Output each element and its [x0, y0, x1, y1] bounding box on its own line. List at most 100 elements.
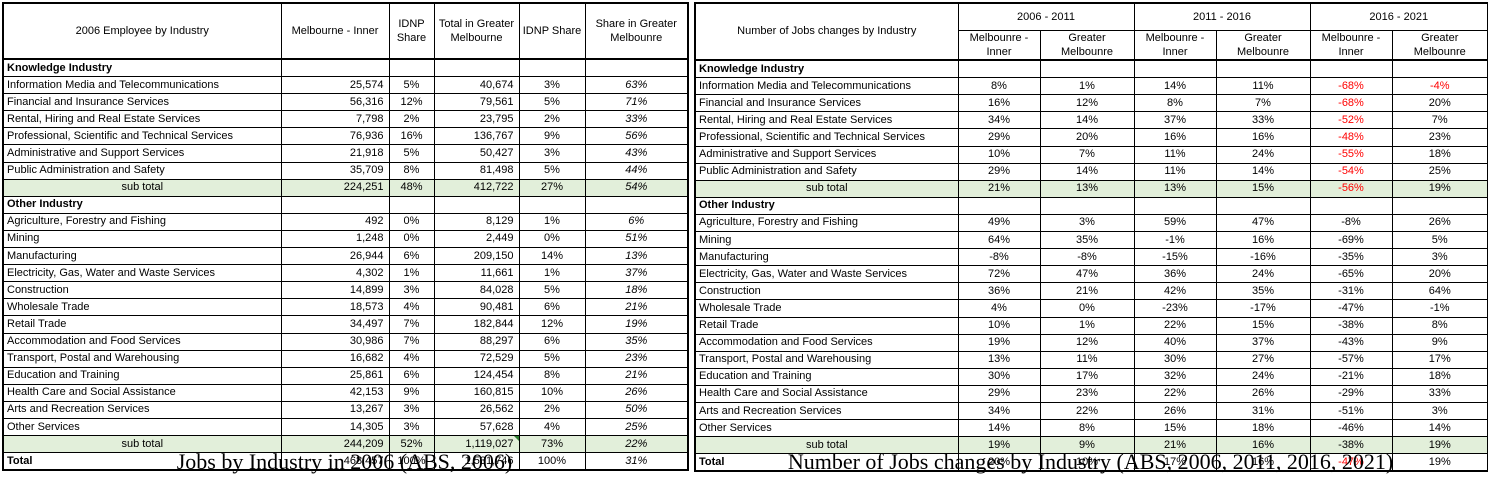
left-table-title-header: 2006 Employee by Industry: [2, 2, 282, 60]
value-cell: 50%: [584, 400, 689, 419]
value-cell: [388, 58, 435, 78]
value-cell: 79,561: [433, 93, 520, 112]
value-cell: 18,573: [280, 298, 390, 317]
value-cell: 15%: [1133, 419, 1217, 438]
value-cell: 73%: [518, 435, 586, 454]
value-cell: 9%: [1391, 333, 1488, 352]
left-table-body: Knowledge Industry Information Media and …: [2, 58, 689, 471]
value-cell: 1%: [1039, 316, 1135, 335]
industry-label: Retail Trade: [694, 316, 959, 335]
value-cell: 7%: [1039, 145, 1135, 164]
table-row: Information Media and Telecommunications…: [2, 76, 689, 95]
value-cell: -29%: [1309, 384, 1393, 403]
value-cell: -52%: [1309, 111, 1393, 130]
value-cell: 1%: [388, 264, 435, 283]
industry-label: Professional, Scientific and Technical S…: [694, 128, 959, 147]
subcolumn-header-melbourne-inner-3: Melbounre - Inner: [1309, 29, 1393, 61]
value-cell: 16%: [1215, 231, 1311, 250]
value-cell: -47%: [1309, 453, 1393, 472]
value-cell: 2%: [518, 400, 586, 419]
value-cell: -68%: [1309, 94, 1393, 113]
value-cell: 12%: [518, 315, 586, 334]
value-cell: 37%: [1215, 333, 1311, 352]
subtotal-row: sub total 224,251 48% 412,722 27% 54%: [2, 178, 689, 197]
jobs-changes-table: Number of Jobs changes by Industry 2006 …: [694, 2, 1488, 473]
industry-label: Electricity, Gas, Water and Waste Servic…: [2, 264, 282, 283]
value-cell: 8%: [1391, 316, 1488, 335]
table-row: Financial and Insurance Services 16% 12% 8%…: [694, 94, 1488, 113]
section-row: Knowledge Industry: [694, 59, 1488, 79]
value-cell: 9%: [518, 127, 586, 146]
value-cell: 11%: [1133, 162, 1217, 181]
value-cell: 13%: [1133, 179, 1217, 198]
value-cell: 50,427: [433, 144, 520, 163]
value-cell: 16%: [1133, 128, 1217, 147]
industry-label: Information Media and Telecommunications: [2, 76, 282, 95]
value-cell: 21,918: [280, 144, 390, 163]
value-cell: 3%: [388, 281, 435, 300]
industry-label: Other Services: [694, 419, 959, 438]
value-cell: 3%: [1391, 248, 1488, 267]
table-row: Agriculture, Forestry and Fishing 492 0% 8,…: [2, 212, 689, 231]
industry-label: Health Care and Social Assistance: [694, 384, 959, 403]
industry-label: Construction: [694, 282, 959, 301]
value-cell: 0%: [1039, 299, 1135, 318]
value-cell: 26%: [1215, 384, 1311, 403]
value-cell: 14,305: [280, 417, 390, 437]
value-cell: -48%: [1309, 128, 1393, 147]
industry-label: Accommodation and Food Services: [2, 332, 282, 351]
column-header-idnp-share-1: IDNP Share: [388, 2, 435, 60]
value-cell: 57,628: [433, 417, 520, 437]
industry-label: sub total: [694, 436, 959, 455]
subtotal-row: sub total 19% 9% 21% 16% -38% 19%: [694, 436, 1488, 455]
value-cell: 25,861: [280, 366, 390, 385]
table-row: Accommodation and Food Services 19% 12% 40%…: [694, 333, 1488, 352]
table-row: Public Administration and Safety 35,709 8%…: [2, 161, 689, 180]
value-cell: 24%: [1215, 145, 1311, 164]
value-cell: 64%: [957, 231, 1041, 250]
value-cell: 209,150: [433, 247, 520, 266]
value-cell: 90,481: [433, 298, 520, 317]
value-cell: 6%: [388, 366, 435, 385]
value-cell: 100%: [518, 452, 586, 471]
industry-label: Mining: [2, 229, 282, 249]
value-cell: 11%: [1133, 145, 1217, 164]
value-cell: 54%: [584, 178, 689, 197]
right-table-group-header-row: Number of Jobs changes by Industry 2006 …: [694, 2, 1488, 61]
section-row: Knowledge Industry: [2, 58, 689, 78]
value-cell: 8%: [388, 161, 435, 180]
value-cell: 136,767: [433, 127, 520, 146]
industry-label: Rental, Hiring and Real Estate Services: [694, 111, 959, 130]
value-cell: 23%: [1391, 128, 1488, 147]
value-cell: 21%: [957, 179, 1041, 198]
subcolumn-header-greater-melbourne-1: Greater Melbounre: [1039, 29, 1135, 61]
value-cell: 18%: [1391, 367, 1488, 386]
table-row: Manufacturing -8% -8% -15% -16% -35% 3%: [694, 248, 1488, 267]
industry-label: Other Industry: [694, 196, 959, 215]
value-cell: 36%: [957, 282, 1041, 301]
value-cell: 8%: [1133, 94, 1217, 113]
value-cell: 1,531,746: [433, 452, 520, 471]
subtotal-row: sub total 21% 13% 13% 15% -56% 19%: [694, 179, 1488, 198]
value-cell: 1,119,027: [433, 435, 520, 454]
value-cell: 10%: [518, 383, 586, 402]
right-table-sub-header-row: Melbounre - Inner Greater Melbounre Melb…: [695, 29, 1488, 61]
value-cell: 17%: [1391, 350, 1488, 369]
value-cell: -54%: [1309, 162, 1393, 181]
value-cell: 4,302: [280, 264, 390, 283]
value-cell: 22%: [1039, 401, 1135, 421]
cell-comment-marker: [513, 436, 518, 442]
value-cell: 182,844: [433, 315, 520, 334]
value-cell: 35%: [1039, 231, 1135, 250]
value-cell: 11%: [1039, 350, 1135, 369]
value-cell: 26,944: [280, 247, 390, 266]
value-cell: 15%: [1215, 179, 1311, 198]
right-table-body: Knowledge Industry Information Media and …: [694, 59, 1488, 472]
industry-label: Transport, Postal and Warehousing: [2, 349, 282, 368]
value-cell: 20%: [1391, 94, 1488, 113]
column-header-melbourne-inner: Melbourne - Inner: [280, 2, 390, 60]
table-row: Transport, Postal and Warehousing 16,682 4…: [2, 349, 689, 368]
value-cell: -55%: [1309, 145, 1393, 164]
table-row: Manufacturing 26,944 6% 209,150 14% 13%: [2, 247, 689, 266]
value-cell: 32%: [1133, 367, 1217, 386]
